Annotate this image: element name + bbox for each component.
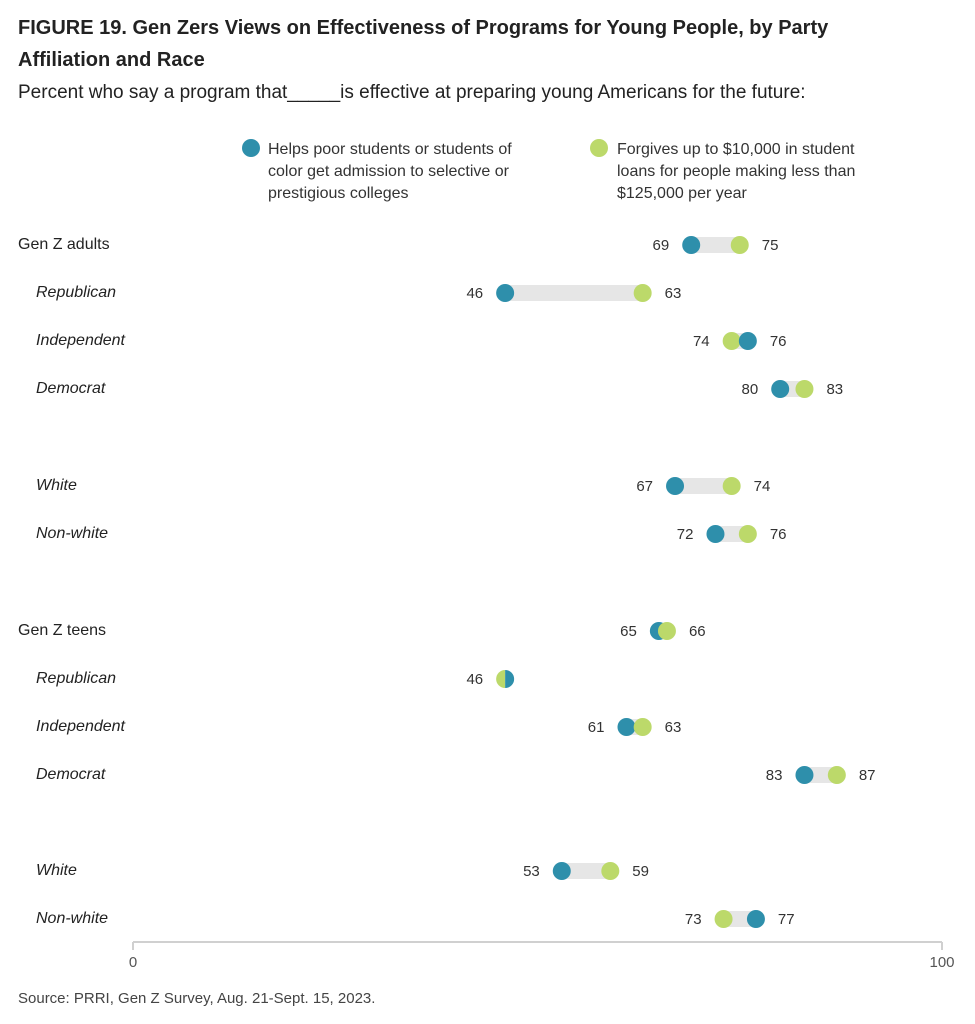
value-label-high: 76 [770, 333, 787, 350]
row-label: Republican [36, 284, 116, 301]
value-label-high: 77 [778, 911, 795, 928]
chart-row: Democrat 83 87 [36, 766, 876, 784]
chart-row: Independent 61 63 [36, 718, 681, 736]
dot-series-a [795, 766, 814, 784]
chart-row: Independent 74 76 [36, 332, 787, 350]
dot-series-a [666, 477, 685, 495]
chart-row: Gen Z teens 65 66 [18, 622, 706, 640]
dot-series-a [706, 525, 725, 543]
dot-series-b [738, 525, 757, 543]
value-label-low: 46 [466, 285, 483, 302]
chart-row: Non-white 73 77 [36, 910, 795, 928]
dot-series-b [633, 284, 652, 302]
legend-label-b: loans for people making less than [617, 163, 855, 180]
chart-row: Republican 46 63 [36, 284, 681, 302]
legend-label-b: Forgives up to $10,000 in student [617, 141, 855, 158]
dot-series-b [827, 766, 846, 784]
value-label-low: 53 [523, 863, 540, 880]
value-label-high: 66 [689, 623, 706, 640]
chart-row: White 53 59 [36, 862, 649, 880]
x-tick-label: 0 [129, 954, 137, 971]
value-label-low: 83 [766, 767, 783, 784]
row-label: White [36, 862, 77, 879]
value-label-high: 63 [665, 285, 682, 302]
row-label: Non-white [36, 525, 108, 542]
source-note: Source: PRRI, Gen Z Survey, Aug. 21-Sept… [18, 990, 376, 1007]
dot-series-b [722, 477, 741, 495]
value-label-low: 72 [677, 526, 694, 543]
legend-label-a: color get admission to selective or [268, 163, 510, 180]
dot-series-a [617, 718, 636, 736]
dot-series-a [682, 236, 701, 254]
dot-series-b [714, 910, 733, 928]
row-label: Gen Z teens [18, 622, 106, 639]
chart-row: White 67 74 [36, 477, 770, 495]
dot-series-a [552, 862, 571, 880]
value-label-high: 63 [665, 719, 682, 736]
value-label-low: 67 [636, 478, 653, 495]
value-label-low: 80 [742, 381, 759, 398]
chart-title: FIGURE 19. Gen Zers Views on Effectivene… [18, 17, 829, 71]
chart-row: Democrat 80 83 [36, 380, 843, 398]
chart-row: Non-white 72 76 [36, 525, 787, 543]
row-label: Independent [36, 718, 126, 735]
row-label: White [36, 477, 77, 494]
legend-marker-b [590, 139, 608, 157]
legend-label-a: prestigious colleges [268, 185, 409, 202]
value-label-low: 46 [466, 671, 483, 688]
dot-series-a [505, 670, 515, 688]
value-label-high: 83 [826, 381, 843, 398]
value-label-low: 61 [588, 719, 605, 736]
row-label: Republican [36, 670, 116, 687]
dot-series-b [496, 670, 506, 688]
dot-series-b [730, 236, 749, 254]
row-label: Democrat [36, 380, 106, 397]
row-label: Democrat [36, 766, 106, 783]
dot-series-b [657, 622, 676, 640]
value-label-low: 69 [653, 237, 670, 254]
dot-series-a [496, 284, 515, 302]
x-tick-label: 100 [929, 954, 954, 971]
chart-row: Republican 46 [36, 670, 515, 688]
dot-series-a [771, 380, 790, 398]
dot-series-b [722, 332, 741, 350]
legend: Helps poor students or students of color … [242, 139, 855, 202]
value-label-high: 59 [632, 863, 649, 880]
dot-series-a [738, 332, 757, 350]
dumbbell-chart: Helps poor students or students of color … [18, 139, 955, 971]
dot-series-a [746, 910, 765, 928]
value-label-high: 75 [762, 237, 779, 254]
row-label: Independent [36, 332, 126, 349]
legend-label-a: Helps poor students or students of [268, 141, 512, 158]
value-label-low: 65 [620, 623, 637, 640]
value-label-low: 74 [693, 333, 710, 350]
row-label: Non-white [36, 910, 108, 927]
dot-series-b [633, 718, 652, 736]
value-label-low: 73 [685, 911, 702, 928]
row-label: Gen Z adults [18, 236, 110, 253]
chart-subtitle: Percent who say a program that_____is ef… [18, 82, 806, 103]
dot-series-b [601, 862, 620, 880]
value-label-high: 87 [859, 767, 876, 784]
legend-marker-a [242, 139, 260, 157]
value-label-high: 74 [754, 478, 771, 495]
dot-series-b [795, 380, 814, 398]
value-label-high: 76 [770, 526, 787, 543]
legend-label-b: $125,000 per year [617, 185, 748, 202]
chart-row: Gen Z adults 69 75 [18, 236, 778, 254]
x-axis: 0 100 [129, 941, 955, 971]
